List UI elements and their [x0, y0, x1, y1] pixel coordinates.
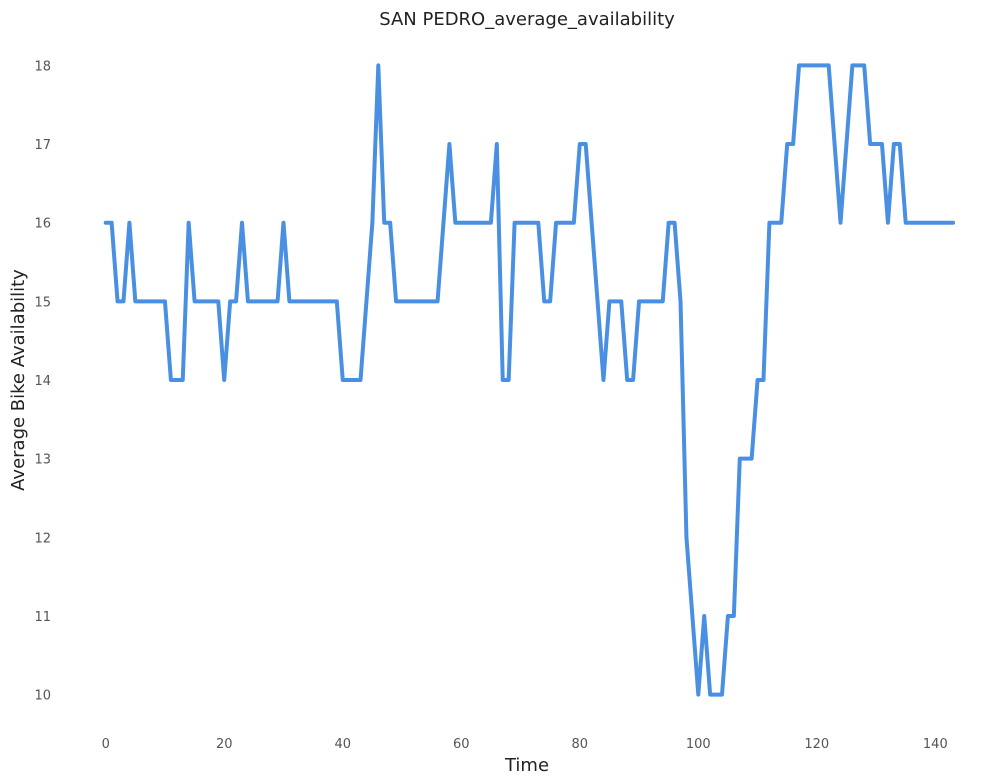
y-tick-label: 10: [34, 689, 51, 704]
y-tick-label: 13: [34, 453, 51, 468]
x-tick-label: 40: [334, 737, 351, 752]
chart-title: SAN PEDRO_average_availability: [379, 9, 675, 30]
y-tick-label: 17: [34, 138, 51, 153]
x-tick-label: 80: [572, 737, 589, 752]
y-tick-label: 12: [34, 531, 51, 546]
y-tick-label: 18: [34, 59, 51, 74]
x-tick-label: 140: [923, 737, 948, 752]
y-tick-label: 16: [34, 217, 51, 232]
x-tick-label: 120: [804, 737, 829, 752]
y-axis-ticks: 10 11 12 13 14 15 16 17 18: [34, 59, 51, 703]
y-tick-label: 15: [34, 295, 51, 310]
x-tick-label: 20: [216, 737, 233, 752]
x-axis-label: Time: [504, 755, 549, 776]
y-tick-label: 11: [34, 610, 51, 625]
x-tick-label: 60: [453, 737, 470, 752]
series-line: [103, 63, 956, 697]
y-tick-label: 14: [34, 374, 51, 389]
x-tick-label: 100: [686, 737, 711, 752]
x-axis-ticks: 0 20 40 60 80 100 120 140: [102, 737, 948, 752]
x-tick-label: 0: [102, 737, 110, 752]
y-axis-label: Average Bike Availability: [8, 269, 29, 491]
